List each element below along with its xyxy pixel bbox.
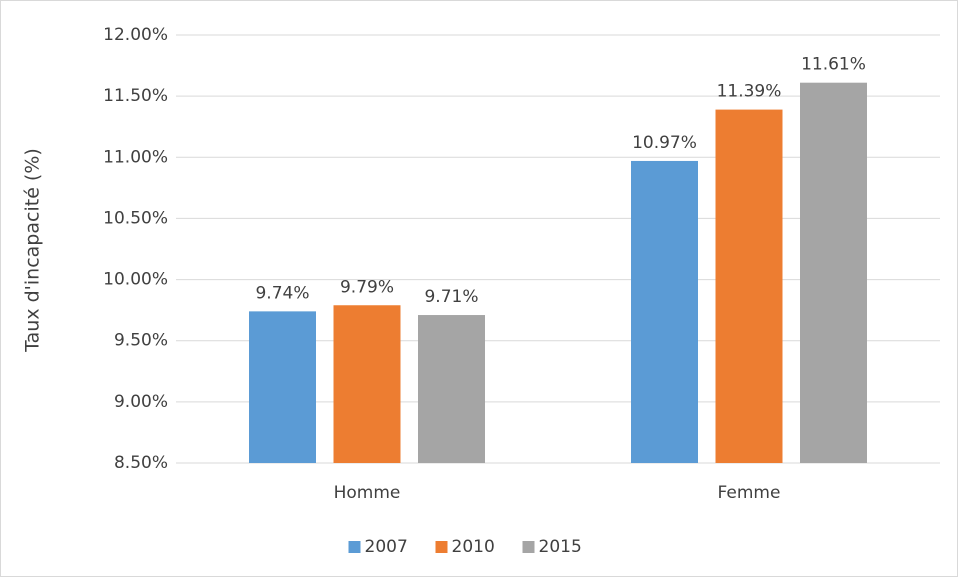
y-tick-label: 10.50%: [103, 208, 168, 228]
x-tick-label: Homme: [334, 483, 401, 503]
bar: [631, 160, 698, 463]
legend-swatch: [522, 541, 535, 553]
bar: [418, 315, 485, 463]
value-label: 11.39%: [717, 82, 782, 102]
value-label: 9.74%: [255, 283, 309, 303]
bar: [333, 305, 401, 463]
legend-label: 2010: [452, 537, 495, 557]
bar: [249, 311, 316, 463]
y-axis-title: Taux d'incapacité (%): [22, 148, 44, 353]
x-tick-label: Femme: [718, 483, 781, 503]
y-tick-label: 12.00%: [103, 25, 168, 45]
legend-swatch: [435, 541, 448, 553]
y-tick-label: 8.50%: [114, 453, 168, 473]
legend-label: 2007: [365, 537, 408, 557]
bar: [800, 82, 867, 463]
y-tick-label: 10.00%: [103, 270, 168, 290]
value-label: 9.79%: [340, 277, 394, 297]
value-label: 9.71%: [424, 287, 478, 307]
y-tick-label: 11.00%: [103, 147, 168, 167]
bar: [715, 109, 783, 463]
y-tick-label: 9.00%: [114, 392, 168, 412]
value-label: 10.97%: [632, 133, 697, 153]
legend-swatch: [348, 541, 361, 553]
y-tick-label: 9.50%: [114, 331, 168, 351]
value-label: 11.61%: [801, 55, 866, 75]
y-tick-label: 11.50%: [103, 86, 168, 106]
legend-label: 2015: [539, 537, 582, 557]
